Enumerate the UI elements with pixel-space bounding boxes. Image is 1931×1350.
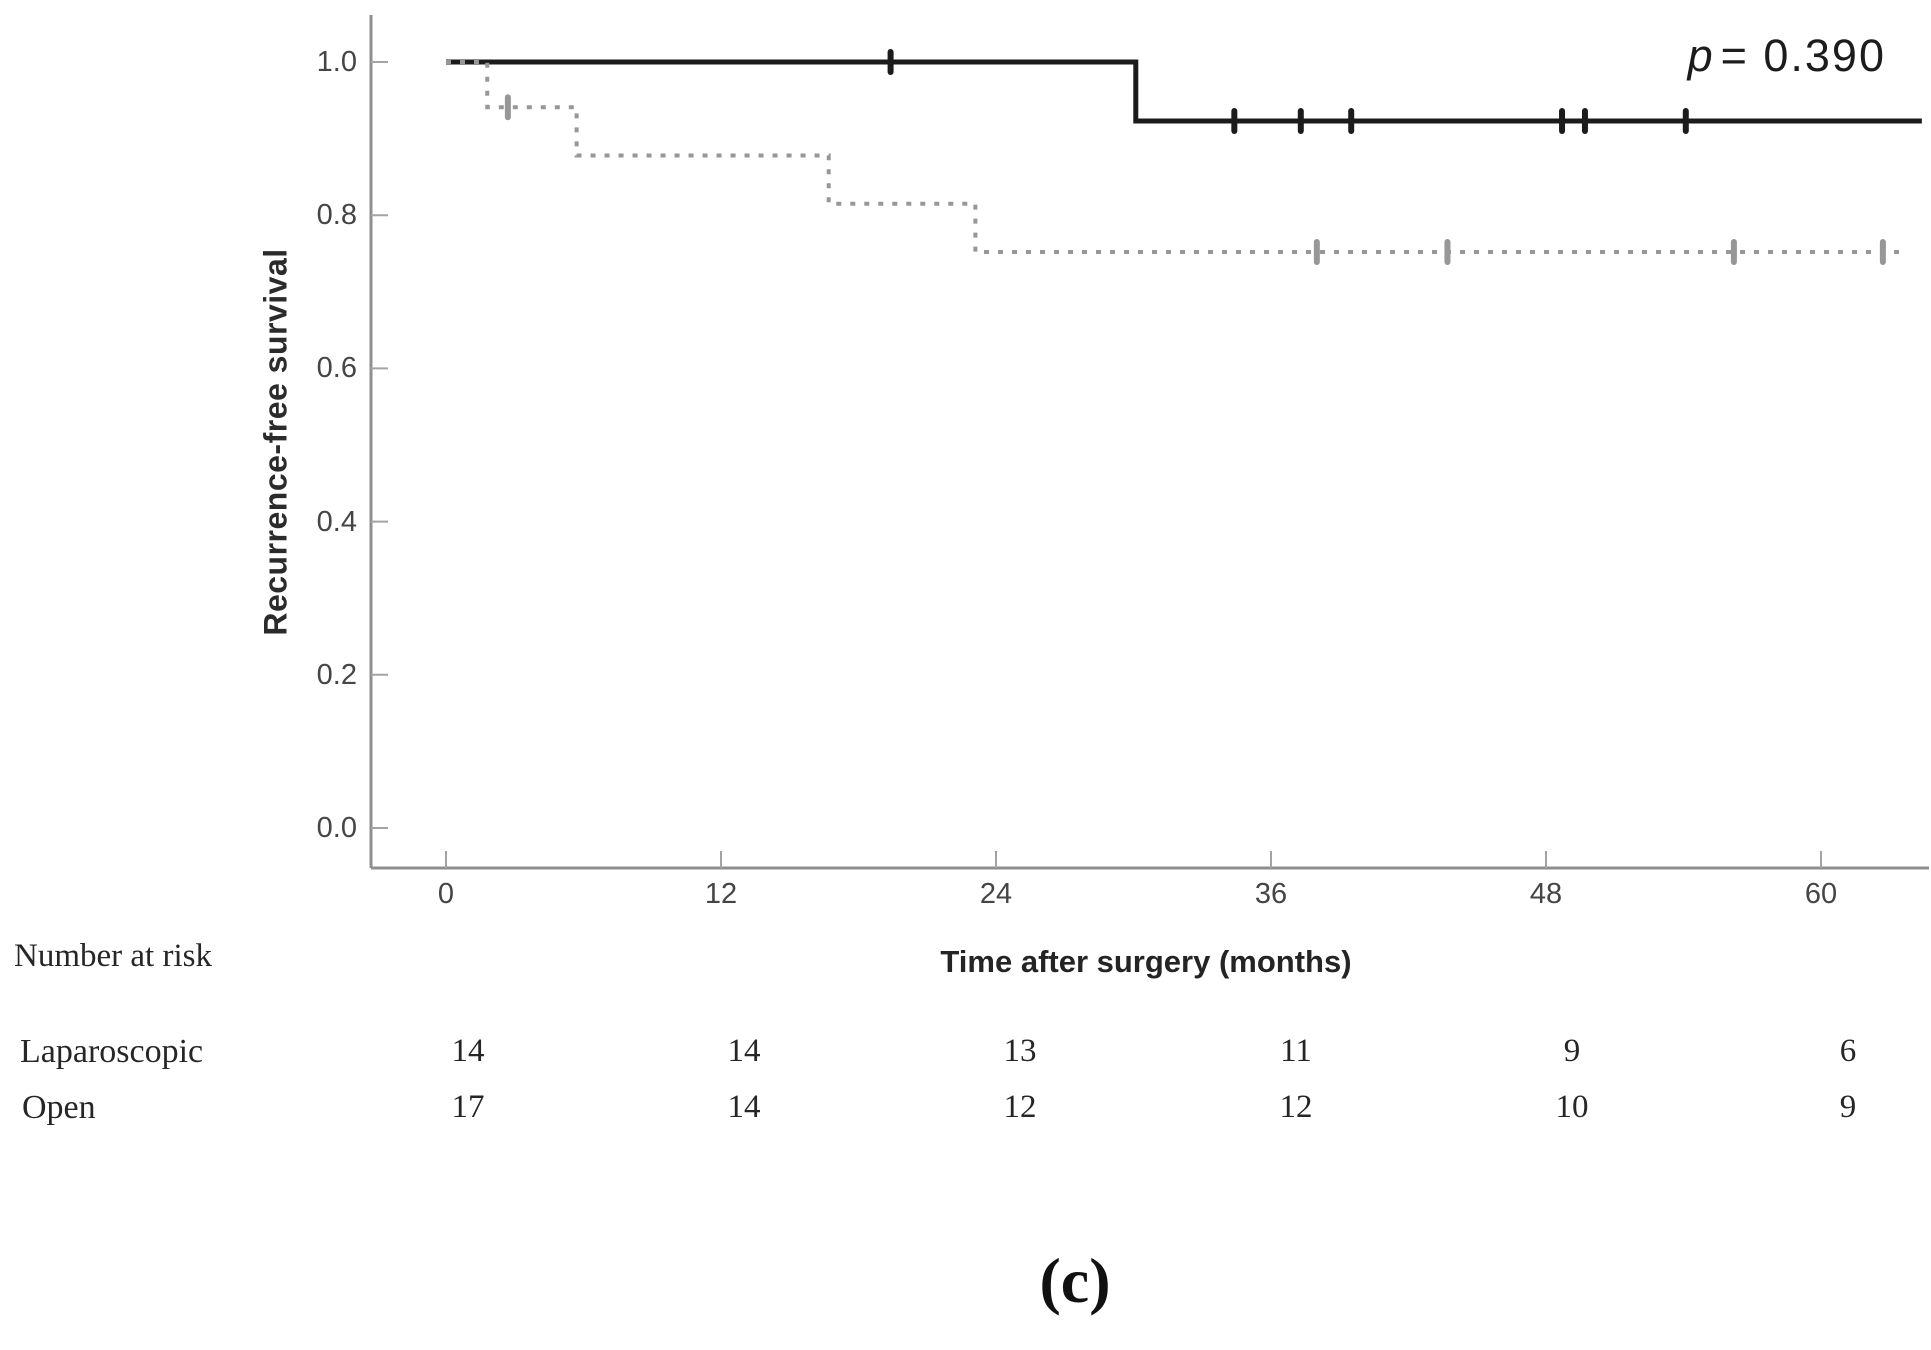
y-tick-label: 0.6 — [316, 352, 357, 385]
risk-count-open-m60: 9 — [1839, 1089, 1857, 1125]
censor-mark-open — [1444, 238, 1451, 265]
censor-mark-open — [1313, 238, 1320, 265]
censor-mark-laparoscopic — [1297, 107, 1304, 134]
censor-mark-laparoscopic — [1231, 107, 1238, 134]
p-value-symbol: p — [1687, 30, 1715, 81]
x-tick-label: 60 — [1804, 878, 1838, 910]
y-tick-label: 0.0 — [316, 812, 357, 844]
censor-mark-open — [1879, 238, 1886, 265]
risk-count-open-m12: 14 — [727, 1089, 761, 1125]
risk-count-laparoscopic-m48: 9 — [1563, 1033, 1581, 1069]
x-tick-label: 12 — [704, 878, 738, 910]
censor-mark-laparoscopic — [1559, 107, 1566, 134]
km-curve-open — [446, 60, 1904, 254]
y-tick-label: 0.4 — [316, 505, 357, 538]
censor-mark-laparoscopic — [1581, 107, 1588, 134]
x-tick-label: 36 — [1254, 878, 1288, 910]
x-tick-label: 0 — [437, 878, 455, 910]
risk-row-label-laparoscopic: Laparoscopic — [20, 1033, 204, 1070]
censor-mark-laparoscopic — [1348, 107, 1355, 134]
p-value-annotation: p = 0.390 — [1280, 30, 1886, 82]
risk-table-heading: Number at risk — [14, 938, 212, 974]
km-curve-laparoscopic — [446, 59, 1922, 124]
panel-caption: (c) — [1039, 1245, 1111, 1316]
y-axis-title: Recurrence-free survival — [257, 248, 294, 636]
risk-count-open-m24: 12 — [1003, 1089, 1037, 1125]
y-tick-label: 0.8 — [316, 199, 357, 232]
y-tick-label: 1.0 — [316, 46, 357, 78]
risk-count-laparoscopic-m0: 14 — [451, 1033, 485, 1069]
risk-count-laparoscopic-m24: 13 — [1003, 1033, 1037, 1069]
censor-mark-laparoscopic — [1682, 107, 1689, 134]
p-value-number: = 0.390 — [1720, 30, 1886, 81]
x-tick-label: 24 — [979, 878, 1013, 910]
risk-count-laparoscopic-m60: 6 — [1839, 1033, 1857, 1069]
risk-count-laparoscopic-m12: 14 — [727, 1033, 761, 1069]
censor-mark-open — [1730, 238, 1737, 265]
censor-mark-laparoscopic — [887, 49, 894, 75]
risk-count-open-m36: 12 — [1279, 1089, 1313, 1125]
y-tick-label: 0.2 — [316, 658, 357, 691]
risk-count-open-m0: 17 — [451, 1089, 485, 1125]
risk-row-label-open: Open — [22, 1089, 96, 1126]
censor-mark-open — [504, 94, 511, 121]
risk-count-open-m48: 10 — [1555, 1089, 1589, 1125]
x-tick-label: 48 — [1529, 878, 1563, 910]
risk-count-laparoscopic-m36: 11 — [1280, 1033, 1312, 1069]
x-axis-title: Time after surgery (months) — [940, 944, 1352, 979]
